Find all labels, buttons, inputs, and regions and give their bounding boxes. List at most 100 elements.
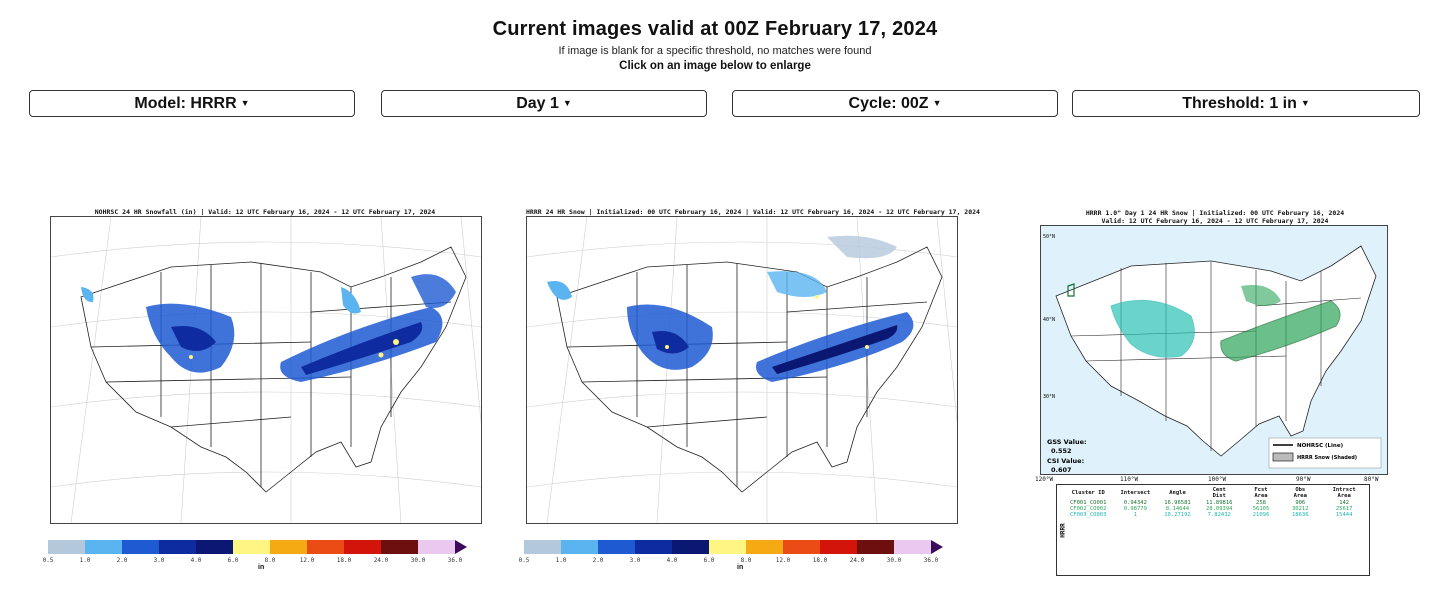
colorbar-tick-label: 8.0 [264, 557, 276, 564]
stats-cell: 16.96581 [1164, 500, 1191, 506]
stats-cell: 18636 [1292, 512, 1309, 518]
legend-shaded-label: HRRR Snow (Shaded) [1297, 455, 1357, 461]
compare-map-title-line1: HRRR 1.0" Day 1 24 HR Snow | Initialized… [1085, 209, 1345, 217]
colorbar-segment [159, 540, 196, 554]
colorbar-segment [418, 540, 455, 554]
stats-cell: 25617 [1335, 506, 1353, 512]
nohrsc-map-title: NOHRSC 24 HR Snowfall (in) | Valid: 12 U… [94, 208, 436, 216]
lat-label: 30°N [1043, 394, 1055, 400]
colorbar-segment [857, 540, 894, 554]
colorbar-segment [122, 540, 159, 554]
csi-value: 0.607 [1051, 466, 1072, 474]
colorbar-tick-label: 1.0 [555, 557, 567, 564]
stats-header-row: Cluster ID Intersect Angle Cent Dist Fcst Ar… [1063, 486, 1369, 500]
colorbar-tick-label: 36.0 [447, 557, 463, 564]
colorbar-tick-label: 6.0 [703, 557, 715, 564]
colorbar-tick-label: 1.0 [79, 557, 91, 564]
lon-label: 90°W [1296, 476, 1311, 483]
page-header: Current images valid at 00Z February 17,… [0, 18, 1430, 72]
colorbar-tick-label: 30.0 [886, 557, 902, 564]
colorbar-tick-label: 18.0 [812, 557, 828, 564]
colorbar-tick-label: 30.0 [410, 557, 426, 564]
stats-cell: 8.14644 [1165, 506, 1190, 512]
colorbar-segment [746, 540, 783, 554]
gss-label: GSS Value: [1047, 438, 1087, 446]
colorbar-segment [48, 540, 85, 554]
enlarge-instruction: Click on an image below to enlarge [619, 60, 811, 72]
lon-label: 120°W [1035, 476, 1054, 483]
hrrr-colorbar [524, 540, 943, 554]
colorbar-segment [672, 540, 709, 554]
us-snowfall-map [51, 217, 481, 523]
colorbar-tick-label: 24.0 [849, 557, 865, 564]
stats-column-header: Fcst Area [1254, 487, 1268, 499]
threshold-dropdown[interactable]: Threshold: 1 in ▼ [1072, 90, 1420, 117]
threshold-dropdown-label: Threshold: 1 in [1182, 95, 1297, 112]
nohrsc-map [50, 216, 482, 524]
hrrr-map [526, 216, 958, 524]
colorbar-tick-label: 36.0 [923, 557, 939, 564]
stats-cell: CF002_CO002 [1070, 506, 1107, 512]
lat-label: 50°N [1043, 234, 1055, 240]
cycle-dropdown[interactable]: Cycle: 00Z ▼ [732, 90, 1058, 117]
chevron-down-icon: ▼ [1300, 98, 1310, 108]
colorbar-tick-label: 24.0 [373, 557, 389, 564]
stats-cell: 258 [1256, 500, 1266, 506]
colorbar-segment [381, 540, 418, 554]
snowfall-shading [81, 274, 456, 382]
us-state-borders [556, 246, 943, 493]
colorbar-tick-label: 0.5 [518, 557, 530, 564]
colorbar-tick-label: 18.0 [336, 557, 352, 564]
cluster-stats-panel: HRRR Cluster ID Intersect Angle Cent Dist Fc… [1056, 484, 1370, 576]
colorbar-segment [931, 540, 943, 554]
lon-label: 80°W [1364, 476, 1379, 483]
colorbar-unit: in [258, 564, 265, 571]
cluster-stats-table: Cluster ID Intersect Angle Cent Dist Fcst Ar… [1063, 486, 1369, 518]
stats-cell: 30212 [1292, 506, 1309, 512]
nohrsc-colorbar [48, 540, 467, 554]
stats-cell: 1 [1133, 512, 1137, 518]
lon-label: 110°W [1120, 476, 1139, 483]
colorbar-segment [894, 540, 931, 554]
stats-cell: 28.09394 [1205, 506, 1233, 512]
chevron-down-icon: ▼ [932, 98, 942, 108]
colorbar-tick-label: 4.0 [190, 557, 202, 564]
model-dropdown-label: Model: HRRR [134, 95, 237, 112]
colorbar-segment [709, 540, 746, 554]
stats-cell: 0.94342 [1123, 500, 1147, 506]
day-dropdown-label: Day 1 [516, 95, 559, 112]
table-row: CF001_CO001 0.94342 16.96581 11.89816 258 906… [1063, 500, 1369, 506]
stats-column-header: Obs Area [1293, 487, 1307, 499]
stats-column-header: Cent Dist [1212, 487, 1226, 499]
compare-map: 50°N 40°N 30°N GSS Value: 0.552 CSI Valu… [1040, 225, 1388, 475]
colorbar-segment [598, 540, 635, 554]
stats-column-header: Angle [1169, 490, 1186, 496]
colorbar-segment [270, 540, 307, 554]
stats-cell: 10.27192 [1164, 512, 1191, 518]
colorbar-tick-label: 8.0 [740, 557, 752, 564]
colorbar-tick-label: 12.0 [299, 557, 315, 564]
table-row: CF002_CO002 0.98779 8.14644 28.09394 56105 30… [1063, 506, 1369, 512]
stats-column-header: Intersect [1120, 490, 1151, 496]
us-state-borders [80, 246, 467, 493]
day-dropdown[interactable]: Day 1 ▼ [381, 90, 707, 117]
colorbar-tick-label: 3.0 [629, 557, 641, 564]
gss-value: 0.552 [1051, 447, 1072, 455]
colorbar-segment [455, 540, 467, 554]
model-dropdown[interactable]: Model: HRRR ▼ [29, 90, 355, 117]
stats-cell: 15444 [1335, 512, 1353, 518]
colorbar-segment [196, 540, 233, 554]
compare-map-title-line2: Valid: 12 UTC February 16, 2024 - 12 UTC… [1101, 217, 1329, 225]
map-graticule [527, 217, 957, 523]
stats-cell: CF003_CO003 [1070, 512, 1107, 518]
stats-cell: 906 [1295, 500, 1306, 506]
cycle-dropdown-label: Cycle: 00Z [848, 95, 929, 112]
colorbar-segment [344, 540, 381, 554]
colorbar-tick-label: 2.0 [116, 557, 128, 564]
csi-label: CSI Value: [1047, 457, 1084, 465]
stats-cell: CF001_CO001 [1070, 500, 1107, 506]
stats-side-label: HRRR [1059, 523, 1067, 538]
colorbar-tick-label: 12.0 [775, 557, 791, 564]
table-row: CF003_CO003 1 10.27192 7.82432 21096 18636 154… [1063, 512, 1369, 518]
colorbar-unit: in [737, 564, 744, 571]
